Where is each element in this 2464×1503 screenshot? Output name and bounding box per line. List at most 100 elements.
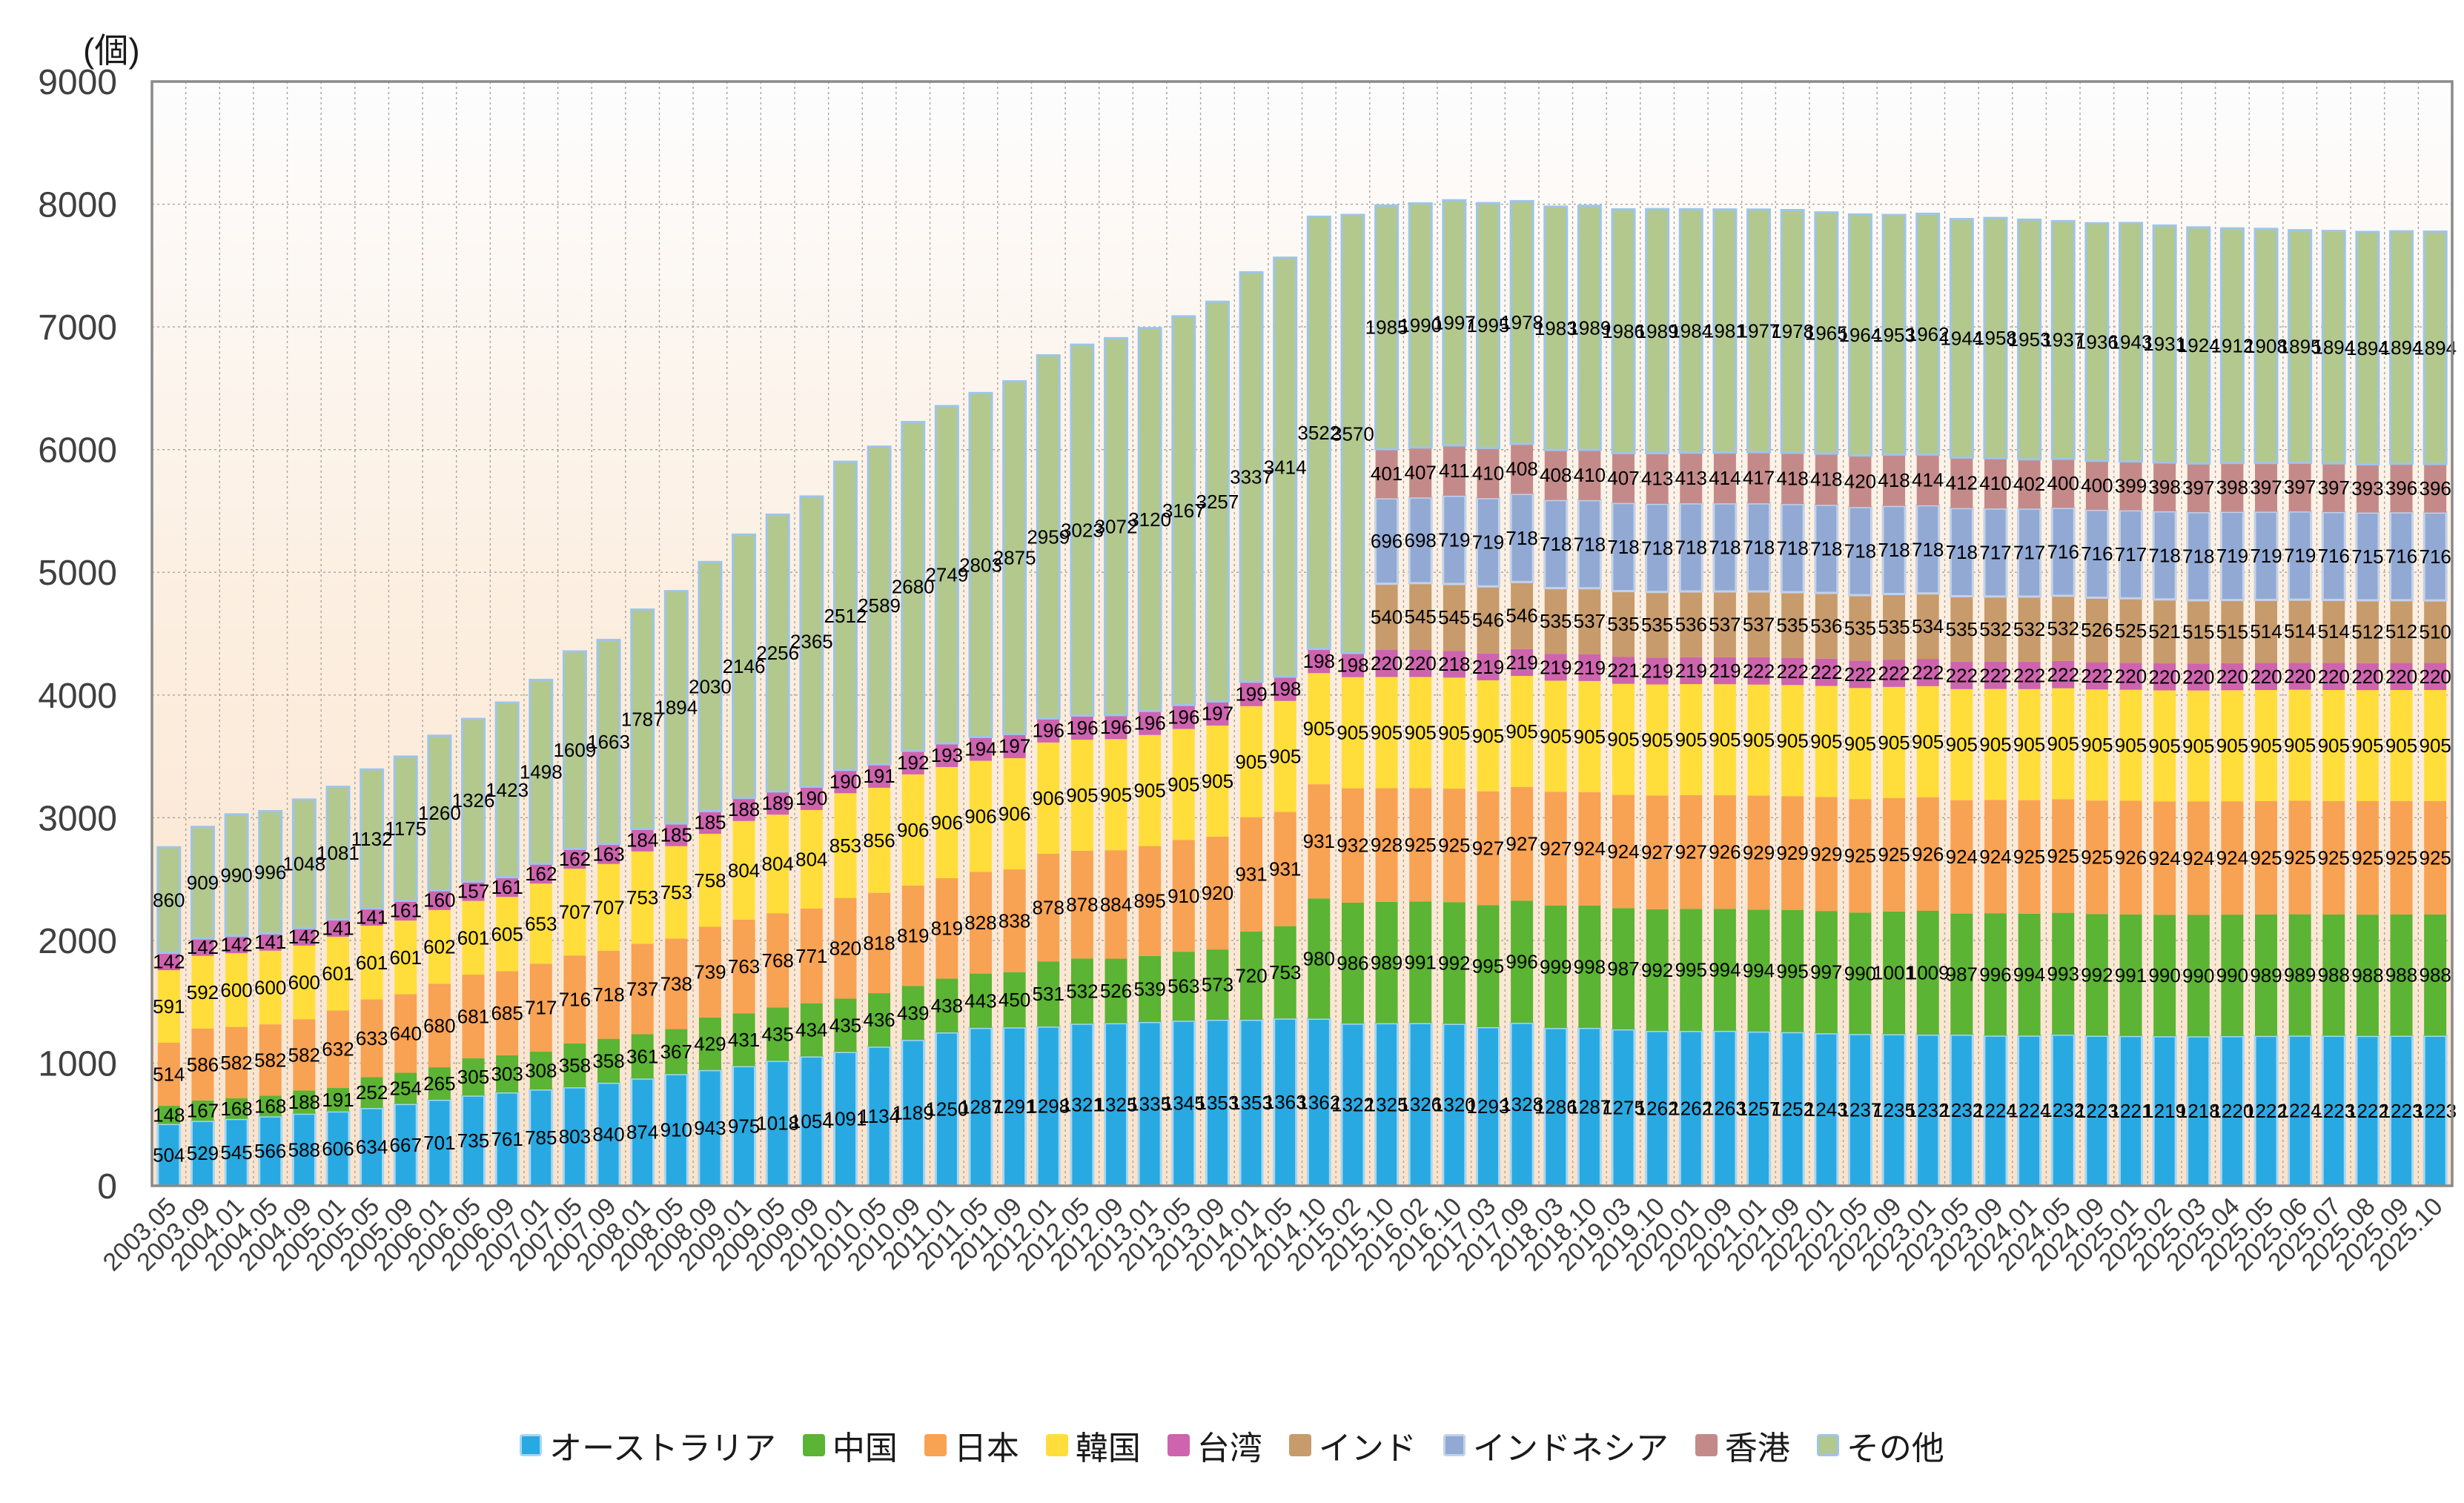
bar-segment[interactable] — [631, 829, 654, 852]
bar-segment[interactable] — [1984, 689, 2007, 800]
bar-segment[interactable] — [394, 920, 417, 995]
bar-segment[interactable] — [1881, 1033, 1907, 1187]
bar-segment[interactable] — [224, 813, 249, 938]
bar-segment[interactable] — [1240, 931, 1263, 1021]
bar-segment[interactable] — [1983, 216, 2008, 459]
bar-segment[interactable] — [1070, 740, 1093, 851]
bar-segment[interactable] — [190, 826, 215, 940]
bar-segment[interactable] — [1375, 788, 1398, 902]
bar-segment[interactable] — [157, 1106, 180, 1124]
bar-segment[interactable] — [2355, 230, 2380, 466]
bar-segment[interactable] — [1984, 913, 2007, 1036]
bar-segment[interactable] — [2322, 463, 2345, 512]
bar-segment[interactable] — [1645, 208, 1670, 454]
bar-segment[interactable] — [2255, 914, 2278, 1036]
bar-segment[interactable] — [2052, 912, 2075, 1035]
bar-segment[interactable] — [2187, 690, 2210, 802]
bar-segment[interactable] — [1240, 817, 1263, 932]
bar-segment[interactable] — [1984, 661, 2007, 689]
bar-segment[interactable] — [1680, 684, 1703, 795]
bar-segment[interactable] — [1849, 455, 1872, 508]
bar-segment[interactable] — [698, 1017, 721, 1070]
bar-segment[interactable] — [1578, 680, 1601, 792]
bar-segment[interactable] — [326, 1010, 349, 1089]
bar-segment[interactable] — [1881, 213, 1907, 456]
bar-segment[interactable] — [529, 863, 552, 884]
bar-segment[interactable] — [1680, 591, 1703, 657]
bar-segment[interactable] — [800, 809, 823, 909]
bar-segment[interactable] — [665, 823, 688, 846]
bar-segment[interactable] — [698, 560, 723, 812]
bar-segment[interactable] — [1815, 911, 1838, 1034]
bar-segment[interactable] — [698, 926, 721, 1018]
legend-item-5[interactable]: 台湾 — [1167, 1421, 1262, 1469]
bar-segment[interactable] — [1274, 812, 1296, 926]
bar-segment[interactable] — [1442, 494, 1467, 585]
bar-segment[interactable] — [1645, 1029, 1670, 1187]
bar-segment[interactable] — [1477, 653, 1500, 680]
bar-segment[interactable] — [1171, 315, 1196, 706]
bar-segment[interactable] — [1578, 449, 1601, 500]
bar-segment[interactable] — [2288, 229, 2313, 464]
bar-segment[interactable] — [259, 1095, 282, 1117]
bar-segment[interactable] — [1274, 676, 1296, 701]
bar-segment[interactable] — [1105, 958, 1127, 1023]
bar-segment[interactable] — [2084, 508, 2110, 599]
bar-segment[interactable] — [360, 926, 383, 1000]
bar-segment[interactable] — [496, 971, 519, 1055]
bar-segment[interactable] — [1883, 594, 1906, 660]
bar-segment[interactable] — [1374, 204, 1400, 451]
bar-segment[interactable] — [428, 890, 451, 910]
bar-segment[interactable] — [1475, 1026, 1500, 1187]
bar-segment[interactable] — [631, 943, 654, 1035]
bar-segment[interactable] — [291, 798, 317, 929]
bar-segment[interactable] — [1172, 705, 1195, 729]
bar-segment[interactable] — [1950, 800, 1973, 914]
bar-segment[interactable] — [2389, 511, 2414, 602]
bar-segment[interactable] — [732, 919, 755, 1014]
bar-segment[interactable] — [1274, 700, 1296, 812]
bar-segment[interactable] — [868, 787, 891, 893]
bar-segment[interactable] — [1409, 901, 1432, 1023]
bar-segment[interactable] — [1443, 789, 1466, 903]
bar-segment[interactable] — [2018, 459, 2041, 509]
bar-segment[interactable] — [2322, 800, 2345, 915]
bar-segment[interactable] — [325, 786, 351, 921]
bar-segment[interactable] — [1511, 900, 1534, 1023]
bar-segment[interactable] — [665, 846, 688, 939]
bar-segment[interactable] — [1713, 452, 1736, 504]
bar-segment[interactable] — [1849, 912, 1872, 1035]
legend-item-1[interactable]: オーストラリア — [520, 1421, 776, 1469]
bar-segment[interactable] — [1646, 684, 1669, 796]
bar-segment[interactable] — [562, 1086, 587, 1187]
bar-segment[interactable] — [1713, 795, 1736, 909]
bar-segment[interactable] — [1747, 795, 1770, 910]
bar-segment[interactable] — [2187, 915, 2210, 1037]
bar-segment[interactable] — [2153, 801, 2176, 915]
bar-segment[interactable] — [2085, 597, 2108, 663]
bar-segment[interactable] — [1137, 327, 1162, 712]
bar-segment[interactable] — [1983, 507, 2008, 598]
bar-segment[interactable] — [1206, 726, 1229, 837]
bar-segment[interactable] — [1950, 689, 1973, 800]
bar-segment[interactable] — [2356, 600, 2379, 663]
bar-segment[interactable] — [1543, 205, 1569, 451]
bar-segment[interactable] — [258, 1115, 283, 1187]
bar-segment[interactable] — [1003, 972, 1026, 1028]
bar-segment[interactable] — [190, 1119, 215, 1187]
bar-segment[interactable] — [1475, 202, 1500, 449]
bar-segment[interactable] — [2118, 509, 2143, 600]
bar-segment[interactable] — [698, 811, 721, 835]
bar-segment[interactable] — [732, 797, 755, 821]
legend-item-6[interactable]: インド — [1288, 1421, 1417, 1469]
bar-segment[interactable] — [1409, 583, 1432, 651]
bar-segment[interactable] — [191, 955, 214, 1029]
bar-segment[interactable] — [1544, 792, 1567, 906]
bar-segment[interactable] — [1849, 660, 1872, 689]
bar-segment[interactable] — [665, 938, 688, 1029]
bar-segment[interactable] — [393, 755, 418, 902]
bar-segment[interactable] — [1916, 686, 1939, 797]
bar-segment[interactable] — [1308, 648, 1331, 674]
bar-segment[interactable] — [156, 846, 182, 955]
bar-segment[interactable] — [969, 872, 992, 974]
